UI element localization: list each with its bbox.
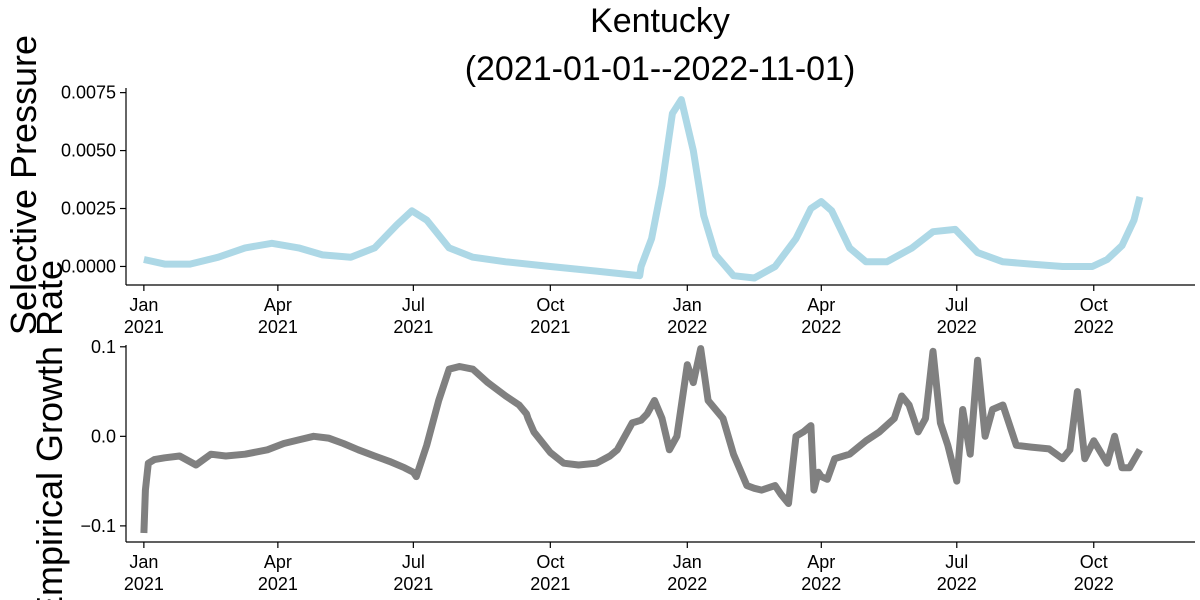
x-tick-label-month: Oct [1080,552,1108,572]
x-tick-label-month: Jul [945,552,968,572]
x-tick-label-month: Jan [129,552,158,572]
x-tick-label-month: Jul [402,295,425,315]
x-tick-label-year: 2022 [801,317,841,337]
x-tick-label-year: 2022 [937,317,977,337]
x-tick-label-month: Jan [673,552,702,572]
x-tick-label-month: Oct [536,295,564,315]
x-tick-label-month: Apr [807,552,835,572]
x-tick-label-month: Jan [673,295,702,315]
x-tick-label-year: 2021 [124,574,164,594]
x-tick-label-year: 2021 [258,574,298,594]
x-tick-label-year: 2021 [530,317,570,337]
y-tick-label: 0.0 [91,426,116,446]
x-tick-label-month: Apr [264,552,292,572]
x-tick-label-year: 2022 [667,574,707,594]
x-tick-label-year: 2021 [124,317,164,337]
x-tick-label-year: 2021 [530,574,570,594]
x-tick-label-month: Jul [945,295,968,315]
series-line [140,345,1143,534]
selective-pressure-panel: 0.00000.00250.00500.0075Jan2021Apr2021Ju… [61,83,1195,337]
chart-title-line-2: (2021-01-01--2022-11-01) [465,50,856,88]
x-tick-label-month: Jan [129,295,158,315]
y-tick-label: 0.0075 [61,83,116,103]
y-tick-label: 0.0050 [61,141,116,161]
empirical-growth-rate-panel: −0.10.00.1Jan2021Apr2021Jul2021Oct2021Ja… [80,337,1195,594]
x-tick-label-year: 2022 [1074,317,1114,337]
y-axis-label-selective-pressure: Selective Pressure [3,35,44,335]
x-tick-label-month: Jul [402,552,425,572]
x-tick-label-year: 2022 [801,574,841,594]
x-tick-label-year: 2022 [667,317,707,337]
x-tick-label-year: 2021 [393,574,433,594]
y-tick-label: 0.1 [91,337,116,357]
x-tick-label-year: 2022 [937,574,977,594]
y-tick-label: 0.0000 [61,256,116,276]
x-tick-label-year: 2021 [258,317,298,337]
x-tick-label-month: Apr [264,295,292,315]
x-tick-label-year: 2022 [1074,574,1114,594]
chart-title-line-1: Kentucky [590,2,730,40]
y-tick-label: −0.1 [80,516,116,536]
y-tick-label: 0.0025 [61,199,116,219]
x-tick-label-month: Oct [536,552,564,572]
x-tick-label-year: 2021 [393,317,433,337]
series-line [143,96,1144,282]
y-axis-label-empirical-growth-rate: Empirical Growth Rate [29,260,70,600]
x-tick-label-month: Oct [1080,295,1108,315]
x-tick-label-month: Apr [807,295,835,315]
